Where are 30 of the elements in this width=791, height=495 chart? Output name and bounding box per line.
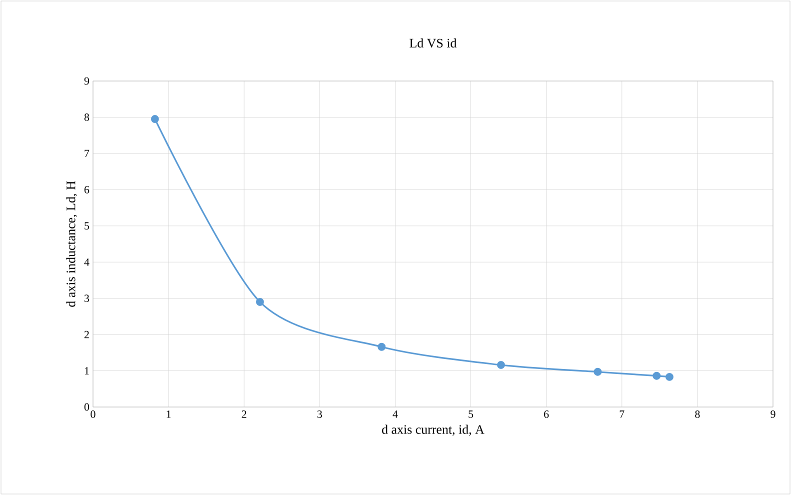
x-tick-label: 1 — [166, 410, 171, 418]
x-tick-label: 2 — [242, 410, 246, 418]
y-tick-label: 7 — [84, 150, 90, 158]
y-tick-label: 3 — [84, 294, 90, 302]
x-tick-label: 4 — [392, 410, 398, 418]
point — [497, 360, 505, 369]
chart-title: Ld VS id — [410, 38, 457, 48]
x-tick-label: 6 — [544, 410, 549, 418]
point — [378, 342, 386, 351]
y-tick-label: 0 — [84, 403, 90, 411]
y-tick-label: 9 — [84, 77, 90, 85]
x-tick-label: 3 — [317, 410, 322, 418]
point — [594, 368, 602, 376]
y-axis-title: d axis inductance, Ld, H — [66, 181, 78, 307]
point — [150, 115, 159, 124]
point — [665, 372, 674, 381]
point — [652, 372, 661, 380]
y-tick-label: 2 — [84, 330, 89, 338]
y-tick-label: 6 — [84, 186, 90, 194]
y-tick-label: 5 — [84, 222, 90, 230]
x-tick-label: 8 — [695, 410, 700, 418]
x-tick-label: 9 — [770, 410, 776, 418]
y-tick-label: 1 — [84, 367, 89, 374]
x-tick-label: 5 — [468, 410, 474, 418]
y-tick-label: 8 — [84, 114, 90, 121]
x-axis-title: d axis current, id, A — [382, 424, 484, 436]
x-tick-label: 7 — [620, 410, 624, 418]
point — [256, 298, 264, 306]
x-tick-label: 0 — [90, 410, 96, 418]
y-tick-label: 4 — [84, 258, 90, 266]
